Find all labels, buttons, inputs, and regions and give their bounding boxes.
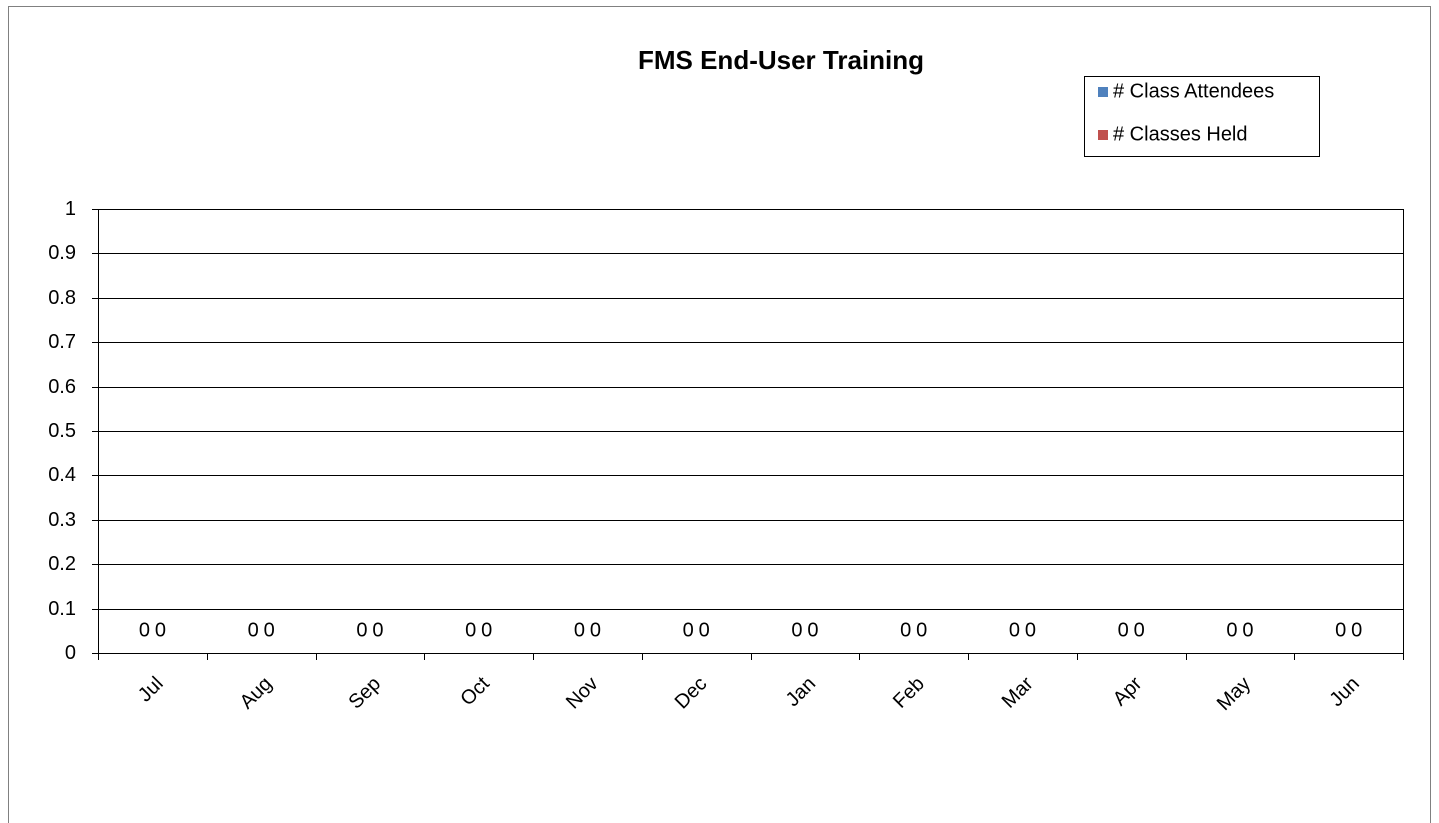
data-label: 0 — [574, 619, 585, 641]
data-label: 0 — [1025, 619, 1036, 641]
data-label: 0 — [1242, 619, 1253, 641]
data-label: 0 — [1351, 619, 1362, 641]
data-label: 0 — [1118, 619, 1129, 641]
y-tick-label: 0.7 — [48, 331, 76, 353]
data-label: 0 — [1335, 619, 1346, 641]
data-label: 0 — [1009, 619, 1020, 641]
y-tick-label: 0.9 — [48, 242, 76, 264]
data-label: 0 — [683, 619, 694, 641]
data-label: 0 — [264, 619, 275, 641]
data-label: 0 — [1226, 619, 1237, 641]
data-label: 0 — [807, 619, 818, 641]
y-tick-label: 0.6 — [48, 376, 76, 398]
y-tick-label: 0.5 — [48, 420, 76, 442]
data-label: 0 — [465, 619, 476, 641]
y-tick-label: 0.4 — [48, 464, 76, 486]
data-label: 0 — [900, 619, 911, 641]
data-label: 0 — [356, 619, 367, 641]
y-tick-label: 0 — [65, 642, 76, 664]
data-label: 0 — [248, 619, 259, 641]
y-tick-label: 0.8 — [48, 287, 76, 309]
data-label: 0 — [699, 619, 710, 641]
legend-label: # Class Attendees — [1113, 80, 1274, 102]
y-tick-label: 1 — [65, 198, 76, 220]
data-label: 0 — [1134, 619, 1145, 641]
y-tick-label: 0.3 — [48, 509, 76, 531]
data-label: 0 — [155, 619, 166, 641]
y-tick-label: 0.2 — [48, 553, 76, 575]
chart-title: FMS End-User Training — [638, 45, 924, 75]
legend-swatch — [1098, 130, 1108, 140]
data-label: 0 — [916, 619, 927, 641]
legend-swatch — [1098, 87, 1108, 97]
data-label: 0 — [481, 619, 492, 641]
data-label: 0 — [590, 619, 601, 641]
legend-label: # Classes Held — [1113, 123, 1248, 145]
data-label: 0 — [791, 619, 802, 641]
y-tick-label: 0.1 — [48, 598, 76, 620]
legend-box — [1084, 76, 1320, 157]
data-label: 0 — [139, 619, 150, 641]
data-label: 0 — [372, 619, 383, 641]
